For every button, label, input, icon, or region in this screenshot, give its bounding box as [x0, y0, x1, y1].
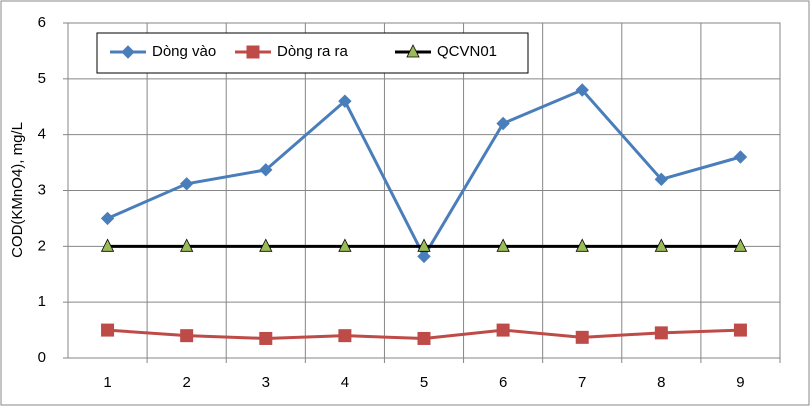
marker — [180, 238, 194, 252]
legend-marker — [246, 45, 260, 59]
legend-marker — [121, 45, 135, 59]
marker — [496, 323, 510, 337]
x-tick-label: 9 — [736, 374, 744, 391]
marker — [417, 238, 431, 252]
x-tick-label: 7 — [578, 374, 586, 391]
x-tick-label: 4 — [341, 374, 349, 391]
y-tick-label: 1 — [38, 293, 46, 310]
marker — [259, 163, 273, 177]
marker — [101, 323, 115, 337]
y-tick-label: 4 — [38, 126, 46, 143]
marker — [338, 94, 352, 108]
legend-box — [96, 32, 529, 74]
marker — [338, 329, 352, 343]
y-tick-label: 5 — [38, 70, 46, 87]
marker — [100, 211, 115, 226]
legend-marker — [406, 44, 420, 58]
x-tick-label: 3 — [262, 374, 270, 391]
marker — [417, 249, 431, 264]
marker — [575, 330, 589, 344]
y-tick-label: 3 — [38, 181, 46, 198]
marker — [654, 326, 668, 340]
marker — [338, 238, 352, 252]
marker — [654, 172, 669, 187]
y-tick-label: 0 — [38, 349, 46, 366]
marker — [575, 238, 589, 252]
marker — [733, 238, 748, 252]
marker — [100, 238, 115, 252]
marker — [733, 323, 747, 337]
x-tick-label: 2 — [182, 374, 190, 391]
y-tick-label: 2 — [38, 237, 46, 254]
marker — [575, 83, 589, 97]
marker — [496, 116, 510, 131]
marker — [179, 177, 194, 191]
x-tick-label: 6 — [499, 374, 507, 391]
y-tick-label: 6 — [38, 14, 46, 31]
x-tick-label: 5 — [420, 374, 428, 391]
marker — [259, 331, 273, 345]
legend-label: QCVN01 — [437, 43, 497, 60]
legend-label: Dòng vào — [152, 43, 216, 60]
marker — [733, 150, 748, 164]
x-tick-label: 1 — [103, 374, 111, 391]
legend-label: Dòng ra ra — [277, 43, 349, 60]
marker — [417, 331, 431, 345]
y-axis-label: COD(KMnO4), mg/L — [9, 122, 26, 258]
marker — [654, 238, 668, 252]
marker — [496, 238, 510, 252]
x-tick-label: 8 — [657, 374, 665, 391]
marker — [180, 329, 194, 343]
marker — [259, 238, 273, 252]
